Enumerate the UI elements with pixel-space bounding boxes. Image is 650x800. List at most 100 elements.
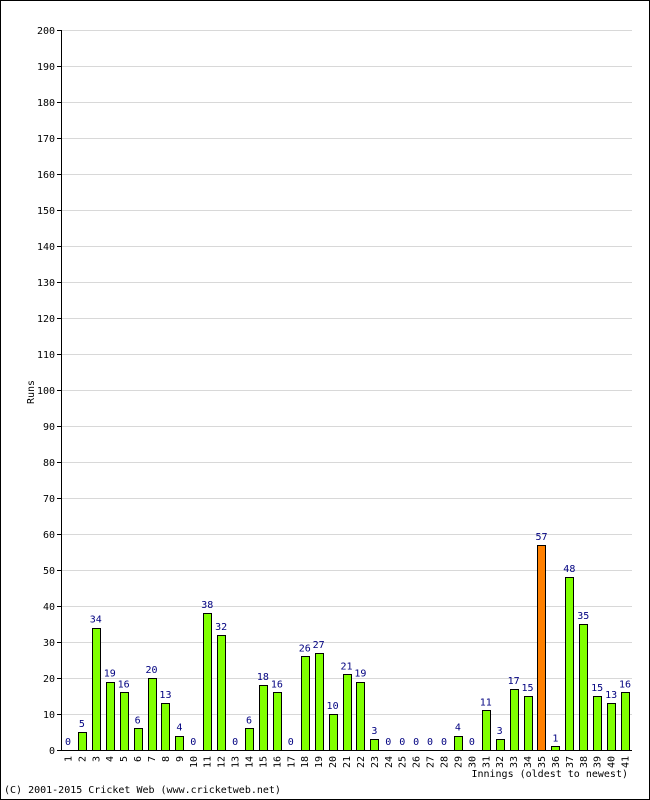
- x-tick-label: 3: [91, 756, 102, 762]
- data-label: 16: [271, 679, 283, 690]
- data-label: 27: [313, 640, 325, 651]
- x-tick-label: 20: [328, 756, 339, 768]
- data-label: 4: [176, 723, 182, 734]
- bar: [551, 746, 560, 751]
- x-tick-label: 29: [453, 756, 464, 768]
- y-axis-ticks: 0 10 20 30 40 50 60 70 80 90 100 110 120 130 140 150 160…: [37, 26, 61, 757]
- bar: [92, 628, 101, 751]
- data-label: 6: [246, 715, 252, 726]
- bar: [134, 728, 143, 751]
- data-label: 19: [104, 669, 116, 680]
- data-label: 0: [469, 737, 475, 748]
- data-label: 0: [232, 737, 238, 748]
- data-label: 13: [605, 690, 617, 701]
- data-label: 13: [159, 690, 171, 701]
- data-label: 1: [552, 733, 558, 744]
- bar: [343, 674, 352, 751]
- x-tick-label: 8: [161, 756, 172, 762]
- data-label: 35: [577, 611, 589, 622]
- y-tick-label: 200: [37, 26, 55, 37]
- x-tick-label: 31: [481, 756, 492, 768]
- data-label: 3: [497, 726, 503, 737]
- data-label: 32: [215, 622, 227, 633]
- bar: [565, 577, 574, 751]
- bar: [203, 613, 212, 751]
- data-label: 16: [619, 679, 631, 690]
- grid-lines: [61, 30, 632, 715]
- x-tick-label: 9: [175, 756, 186, 762]
- y-tick-label: 60: [43, 530, 55, 541]
- data-label: 15: [591, 683, 603, 694]
- x-tick-label: 32: [495, 756, 506, 768]
- y-tick-label: 180: [37, 98, 55, 109]
- bar: [621, 692, 630, 751]
- data-label: 26: [299, 643, 311, 654]
- bar: [579, 624, 588, 751]
- x-tick-label: 17: [286, 756, 297, 768]
- x-tick-label: 25: [398, 756, 409, 768]
- y-tick-label: 80: [43, 458, 55, 469]
- data-label: 57: [535, 532, 547, 543]
- x-tick-label: 35: [537, 756, 548, 768]
- data-label: 5: [79, 719, 85, 730]
- data-label: 18: [257, 672, 269, 683]
- axes: [61, 30, 632, 751]
- x-tick-label: 21: [342, 756, 353, 768]
- data-label: 48: [563, 564, 575, 575]
- y-tick-label: 90: [43, 422, 55, 433]
- y-tick-label: 150: [37, 206, 55, 217]
- data-label: 0: [441, 737, 447, 748]
- bar: [259, 685, 268, 751]
- y-tick-label: 40: [43, 602, 55, 613]
- x-tick-label: 2: [77, 756, 88, 762]
- bar: [301, 656, 310, 751]
- x-tick-label: 38: [579, 756, 590, 768]
- bar: [78, 732, 87, 751]
- y-tick-label: 50: [43, 566, 55, 577]
- bar: [537, 545, 546, 751]
- bar: [524, 696, 533, 751]
- data-label: 0: [65, 737, 71, 748]
- x-tick-label: 6: [133, 756, 144, 762]
- bar: [175, 736, 184, 751]
- y-tick-label: 100: [37, 386, 55, 397]
- bar: [148, 678, 157, 751]
- x-tick-label: 16: [272, 756, 283, 768]
- x-tick-label: 18: [300, 756, 311, 768]
- bar: [329, 714, 338, 751]
- data-label: 20: [146, 665, 158, 676]
- x-tick-label: 11: [203, 756, 214, 768]
- y-tick-label: 0: [49, 746, 55, 757]
- x-tick-label: 26: [412, 756, 423, 768]
- x-tick-label: 23: [370, 756, 381, 768]
- data-label: 21: [340, 661, 352, 672]
- bar: [454, 736, 463, 751]
- x-tick-label: 41: [621, 756, 632, 768]
- bar: [120, 692, 129, 751]
- bars: [78, 545, 630, 751]
- bar: [607, 703, 616, 751]
- x-tick-label: 28: [439, 756, 450, 768]
- x-tick-label: 13: [231, 756, 242, 768]
- y-tick-label: 110: [37, 350, 55, 361]
- x-tick-label: 22: [356, 756, 367, 768]
- y-axis-label: Runs: [26, 380, 37, 404]
- x-tick-label: 5: [119, 756, 130, 762]
- y-tick-label: 190: [37, 62, 55, 73]
- x-tick-label: 33: [509, 756, 520, 768]
- bar: [356, 682, 365, 751]
- data-label: 17: [508, 676, 520, 687]
- y-tick-label: 20: [43, 674, 55, 685]
- data-label: 4: [455, 723, 461, 734]
- x-tick-label: 7: [147, 756, 158, 762]
- data-label: 19: [354, 669, 366, 680]
- data-label: 6: [135, 715, 141, 726]
- data-label: 0: [399, 737, 405, 748]
- x-tick-label: 37: [565, 756, 576, 768]
- bar: [593, 696, 602, 751]
- x-tick-label: 39: [593, 756, 604, 768]
- x-tick-label: 4: [105, 756, 116, 762]
- data-label: 15: [522, 683, 534, 694]
